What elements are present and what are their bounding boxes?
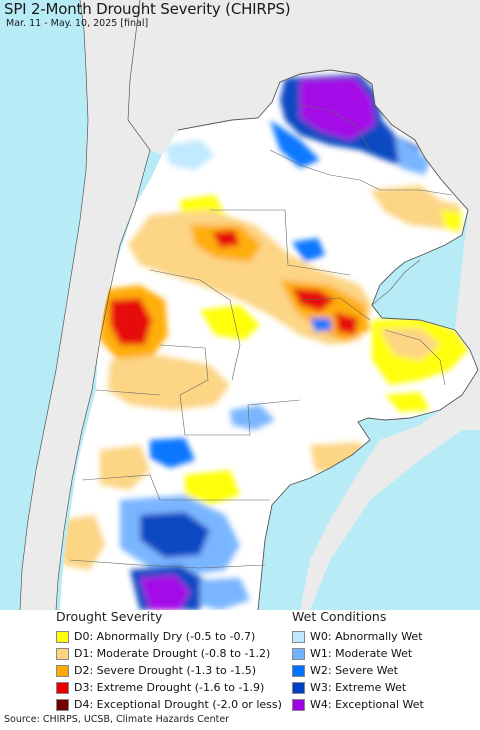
- swatch-w4: [292, 698, 305, 711]
- legend-label-d1: D1: Moderate Drought (-0.8 to -1.2): [74, 647, 271, 660]
- legend-item-w0: W0: Abnormally Wet: [292, 628, 424, 645]
- drought-map: [0, 0, 480, 610]
- map-subtitle: Mar. 11 - May. 10, 2025 [final]: [6, 18, 149, 29]
- legend-label-d0: D0: Abnormally Dry (-0.5 to -0.7): [74, 630, 256, 643]
- legend-item-w2: W2: Severe Wet: [292, 662, 424, 679]
- source-credit: Source: CHIRPS, UCSB, Climate Hazards Ce…: [4, 714, 230, 725]
- map-title: SPI 2-Month Drought Severity (CHIRPS): [4, 0, 291, 18]
- swatch-w0: [292, 630, 305, 643]
- legend-item-w4: W4: Exceptional Wet: [292, 696, 424, 713]
- legend-item-d2: D2: Severe Drought (-1.3 to -1.5): [56, 662, 282, 679]
- legend-label-d4: D4: Exceptional Drought (-2.0 or less): [74, 698, 282, 711]
- swatch-d4: [56, 698, 69, 711]
- swatch-d3: [56, 681, 69, 694]
- drought-legend-heading: Drought Severity: [56, 609, 163, 624]
- swatch-d1: [56, 647, 69, 660]
- legend-item-d1: D1: Moderate Drought (-0.8 to -1.2): [56, 645, 282, 662]
- swatch-w3: [292, 681, 305, 694]
- drought-legend: Drought Severity D0: Abnormally Dry (-0.…: [56, 609, 282, 713]
- legend-label-w2: W2: Severe Wet: [310, 664, 398, 677]
- legend-label-w4: W4: Exceptional Wet: [310, 698, 424, 711]
- legend-item-w1: W1: Moderate Wet: [292, 645, 424, 662]
- swatch-w1: [292, 647, 305, 660]
- swatch-d0: [56, 630, 69, 643]
- swatch-d2: [56, 664, 69, 677]
- legend-item-d4: D4: Exceptional Drought (-2.0 or less): [56, 696, 282, 713]
- legend-label-w3: W3: Extreme Wet: [310, 681, 407, 694]
- wet-legend: Wet Conditions W0: Abnormally Wet W1: Mo…: [292, 609, 424, 713]
- swatch-w2: [292, 664, 305, 677]
- legend-item-w3: W3: Extreme Wet: [292, 679, 424, 696]
- legend-label-d2: D2: Severe Drought (-1.3 to -1.5): [74, 664, 257, 677]
- legend-label-d3: D3: Extreme Drought (-1.6 to -1.9): [74, 681, 265, 694]
- legend-item-d3: D3: Extreme Drought (-1.6 to -1.9): [56, 679, 282, 696]
- legend-label-w0: W0: Abnormally Wet: [310, 630, 423, 643]
- wet-legend-heading: Wet Conditions: [292, 609, 387, 624]
- legend-item-d0: D0: Abnormally Dry (-0.5 to -0.7): [56, 628, 282, 645]
- legend-label-w1: W1: Moderate Wet: [310, 647, 413, 660]
